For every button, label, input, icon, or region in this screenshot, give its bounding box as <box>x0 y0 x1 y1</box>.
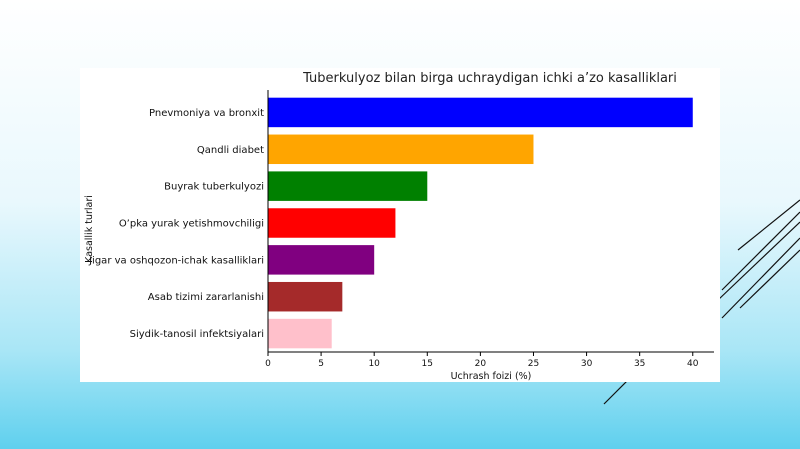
x-tick-label: 5 <box>318 359 324 369</box>
category-label: Siydik-tanosil infektsiyalari <box>130 329 264 340</box>
y-axis-label: Kasallik turlari <box>84 195 95 263</box>
x-tick-label: 15 <box>422 359 433 369</box>
category-label: Asab tizimi zararlanishi <box>148 292 264 303</box>
bar <box>268 208 396 238</box>
x-tick-label: 20 <box>475 359 487 369</box>
decorative-lines <box>603 199 800 405</box>
x-tick-label: 25 <box>528 359 539 369</box>
bar <box>268 97 693 128</box>
x-axis-label: Uchrash foizi (%) <box>451 371 532 382</box>
bars-group <box>268 97 693 349</box>
category-label: Qandli diabet <box>197 145 264 156</box>
x-tick-label: 30 <box>581 359 593 369</box>
bar <box>268 171 428 201</box>
category-labels: Pnevmoniya va bronxit Qandli diabet Buyrak… <box>88 108 264 340</box>
bar-chart: Tuberkulyoz bilan birga uchraydigan ichk… <box>84 71 714 382</box>
category-label: O’pka yurak yetishmovchiligi <box>119 219 264 230</box>
category-label: Buyrak tuberkulyozi <box>164 182 264 193</box>
bar <box>268 134 534 165</box>
x-ticks: 0 5 10 15 20 25 30 35 40 <box>265 352 699 369</box>
x-tick-label: 35 <box>634 359 645 369</box>
x-tick-label: 10 <box>368 359 380 369</box>
x-tick-label: 0 <box>265 359 271 369</box>
chart-panel: Tuberkulyoz bilan birga uchraydigan ichk… <box>80 68 720 382</box>
bar <box>268 245 375 275</box>
category-label: Jigar va oshqozon-ichak kasalliklari <box>88 255 264 266</box>
bar <box>268 281 343 312</box>
x-tick-label: 40 <box>687 359 699 369</box>
bar <box>268 318 332 349</box>
category-label: Pnevmoniya va bronxit <box>149 108 264 119</box>
chart-title: Tuberkulyoz bilan birga uchraydigan ichk… <box>302 71 677 86</box>
